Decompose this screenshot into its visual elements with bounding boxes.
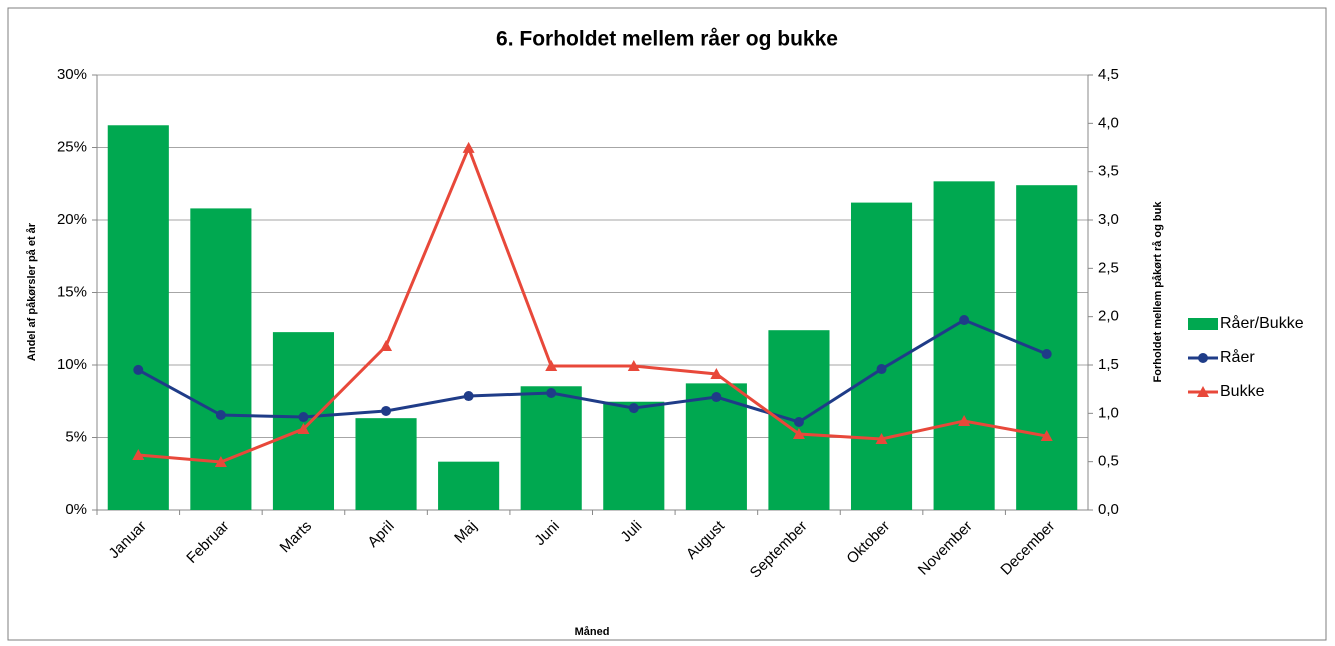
marker [381, 405, 392, 416]
legend-label: Råer/Bukke [1220, 314, 1304, 332]
marker [132, 449, 145, 461]
legend-marker [1198, 353, 1208, 363]
y2-tick-label: 4,5 [1098, 66, 1119, 83]
marker [793, 416, 804, 427]
marker [380, 340, 393, 352]
y-tick-label: 30% [57, 66, 87, 83]
bar [355, 418, 417, 510]
marker [792, 428, 805, 440]
marker [875, 432, 888, 444]
marker [133, 364, 144, 375]
marker [215, 410, 226, 421]
bar [1016, 185, 1078, 510]
marker [546, 387, 557, 398]
marker [959, 315, 970, 326]
line [138, 143, 1047, 464]
marker [463, 391, 474, 402]
legend-label: Råer [1220, 348, 1255, 366]
y2-tick-label: 1,5 [1098, 356, 1119, 373]
marker [297, 422, 310, 434]
chart-title: 6. Forholdet mellem råer og bukke [496, 28, 838, 51]
y-tick-label: 25% [57, 138, 87, 155]
bar [438, 461, 500, 510]
marker [298, 412, 309, 423]
y-tick-label: 10% [57, 356, 87, 373]
legend-swatch [1188, 318, 1218, 330]
y-axis-title: Andel af påkørsler på et år [26, 222, 38, 361]
marker [711, 392, 722, 403]
bar [603, 401, 665, 510]
legend-marker [1197, 386, 1209, 397]
marker [214, 456, 227, 468]
marker [876, 364, 887, 375]
y2-tick-label: 0,0 [1098, 501, 1119, 518]
y-tick-label: 15% [57, 283, 87, 300]
y-tick-label: 20% [57, 211, 87, 228]
x-axis-title: Måned [575, 626, 610, 638]
marker [958, 414, 971, 426]
marker [627, 360, 640, 372]
y2-tick-label: 3,0 [1098, 211, 1119, 228]
marker [1040, 430, 1053, 442]
marker [545, 360, 558, 372]
marker [710, 367, 723, 379]
marker [1041, 348, 1052, 359]
marker [628, 403, 639, 414]
y2-axis-title: Forholdet mellem påkørt rå og buk [1152, 201, 1164, 383]
y2-tick-label: 0,5 [1098, 453, 1119, 470]
bar [520, 386, 582, 510]
y2-tick-label: 4,0 [1098, 114, 1119, 131]
marker [462, 141, 475, 153]
y-tick-label: 0% [65, 501, 87, 518]
y2-tick-label: 3,5 [1098, 163, 1119, 180]
bar [933, 181, 995, 511]
y-tick-label: 5% [65, 428, 87, 445]
y2-tick-label: 1,0 [1098, 404, 1119, 421]
legend-label: Bukke [1220, 383, 1265, 400]
line [137, 318, 1048, 424]
y2-tick-label: 2,5 [1098, 259, 1119, 276]
bar [107, 125, 169, 511]
y2-tick-label: 2,0 [1098, 308, 1119, 325]
